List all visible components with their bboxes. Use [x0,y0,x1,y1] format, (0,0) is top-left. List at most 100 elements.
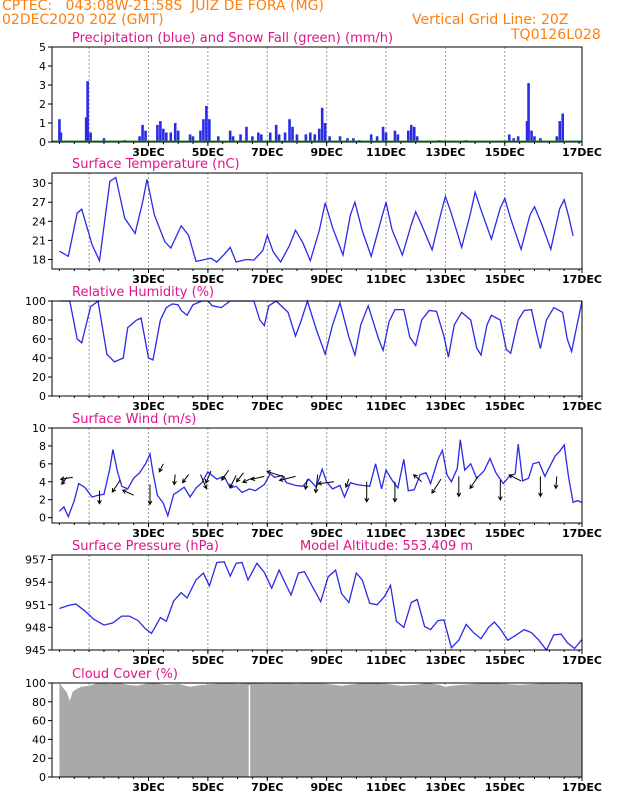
temp-x-tick-label: 17DEC [562,273,602,286]
press-x-tick-label: 9DEC [310,654,342,667]
wind-vector-arrow [364,481,370,503]
cloud-area [59,683,582,777]
wind-y-tick-label: 10 [32,422,46,435]
cloud-x-tick-label: 13DEC [425,781,465,794]
precip-bar [173,123,177,142]
wind-y-tick-label: 2 [39,494,46,507]
rh-y-tick-label: 80 [32,314,46,327]
wind-vector-arrow [469,476,479,490]
precip-x-tick-label: 3DEC [132,146,164,159]
precip-bar [516,136,520,142]
rh-x-tick-label: 17DEC [562,400,602,413]
temp-y-tick-label: 30 [32,177,46,190]
cloud-x-tick-label: 3DEC [132,781,164,794]
wind-vector-arrow [250,475,265,481]
precip-bar [251,136,254,142]
precip-bar [539,138,542,142]
wind-vector-arrow [344,478,350,489]
precip-bar [191,136,195,142]
header-grid-note: Vertical Grid Line: 20Z [412,12,569,28]
precip-bar [199,130,202,142]
precip-bar [352,138,355,142]
precip-y-tick-label: 0 [39,136,46,149]
rh-frame [51,300,583,397]
temp-x-tick-label: 13DEC [425,273,465,286]
precip-bar [507,134,511,142]
precip-bar [533,136,536,142]
precip-bar [202,119,205,142]
wind-vector-arrow [303,479,309,491]
rh-x-tick-label: 11DEC [366,400,406,413]
precip-bar [346,138,349,142]
temp-frame [51,172,583,270]
cloud-y-tick-label: 0 [39,771,46,784]
press-x-tick-label: 7DEC [251,654,283,667]
wind-vector-arrow [97,490,102,505]
precip-bar [260,134,263,142]
press-y-tick-label: 957 [25,554,46,567]
temp-y-tick-label: 24 [32,215,46,228]
wind-y-tick-label: 6 [39,458,46,471]
precip-y-tick-label: 2 [39,98,46,111]
wind-vector-arrow [111,479,121,493]
precip-x-tick-label: 7DEC [251,146,283,159]
precip-x-tick-label: 17DEC [562,146,602,159]
wind-title: Surface Wind (m/s) [72,412,196,427]
cloud-x-tick-label: 7DEC [251,781,283,794]
precip-bar [393,130,397,142]
header-date-line: 02DEC2020 20Z (GMT) [2,12,164,28]
cloud-title: Cloud Cover (%) [72,667,178,682]
press-x-tick-label: 15DEC [485,654,525,667]
wind-x-tick-label: 3DEC [132,527,164,540]
rh-x-tick-label: 15DEC [485,400,525,413]
temp-x-tick-label: 9DEC [310,273,342,286]
cloud-x-tick-label: 9DEC [310,781,342,794]
wind-x-tick-label: 17DEC [562,527,602,540]
rh-y-tick-label: 60 [32,333,46,346]
temp-x-tick-label: 5DEC [192,273,224,286]
precip-x-tick-label: 9DEC [310,146,342,159]
wind-vector-arrow [235,472,244,483]
precip-bar [205,105,208,142]
precip-bar [58,119,61,142]
rh-x-tick-label: 5DEC [192,400,224,413]
precip-bar [162,128,165,142]
precip-bar [396,134,400,142]
precip-bar [159,121,162,142]
rh-series-line [59,298,583,363]
temp-x-tick-label: 3DEC [132,273,164,286]
rh-x-tick-label: 3DEC [132,400,164,413]
precip-bar [291,126,294,142]
wind-vector-arrow [278,475,296,482]
temp-y-tick-label: 27 [32,196,46,209]
cloud-x-tick-label: 5DEC [192,781,224,794]
press-x-tick-label: 11DEC [366,654,406,667]
precip-bar [239,134,242,142]
press-subtitle: Model Altitude: 553.409 m [300,539,473,554]
precip-x-tick-label: 13DEC [425,146,465,159]
wind-y-tick-label: 8 [39,440,46,453]
wind-vector-arrow [317,481,335,486]
wind-vector-arrow [59,476,73,482]
cloud-y-tick-label: 100 [25,677,46,690]
precip-bar [277,134,281,142]
precip-bar [313,134,317,142]
precip-bar [102,138,106,142]
precip-bar [216,136,220,142]
precip-bar [84,117,88,142]
wind-vector-arrow [147,484,153,506]
wind-vector-arrow [266,470,286,478]
wind-frame [51,427,583,524]
temp-x-tick-label: 15DEC [485,273,525,286]
wind-x-tick-label: 9DEC [310,527,342,540]
wind-x-tick-label: 7DEC [251,527,283,540]
temp-series-line [59,176,574,264]
cloud-panel: Cloud Cover (%) 0 20 40 60 80 100 3DEC 5DEC 7DEC 9… [25,667,602,794]
wind-vector-arrow [158,463,164,473]
cloud-x-tick-label: 11DEC [366,781,406,794]
press-y-tick-label: 954 [25,576,46,589]
wind-vector-arrow [181,474,189,484]
wind-x-tick-label: 5DEC [192,527,224,540]
precip-bar [309,132,312,142]
temp-panel: Surface Temperature (nC) 18 21 24 27 30 3DEC 5D… [32,157,602,286]
